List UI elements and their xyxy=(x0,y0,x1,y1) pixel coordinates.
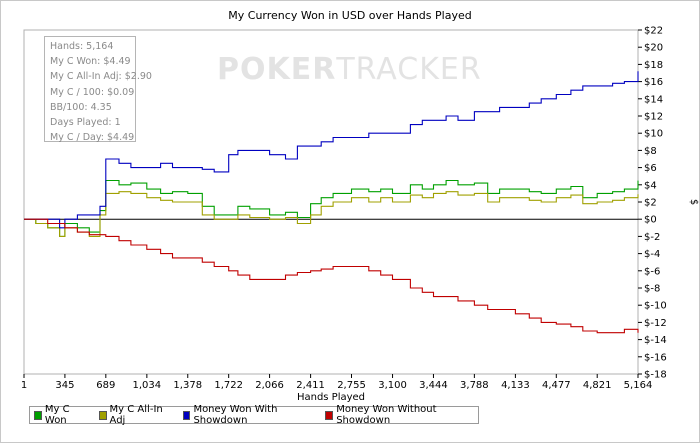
legend-label: Money Won Without Showdown xyxy=(336,404,437,426)
y-axis-label: $ xyxy=(688,199,699,205)
watermark-left: POKER xyxy=(217,52,337,87)
series-line-3 xyxy=(24,71,639,229)
series-line-4 xyxy=(24,218,639,334)
y-tick-label: $8 xyxy=(644,146,657,157)
y-tick-label: $18 xyxy=(644,60,663,71)
y-tick-label: $-12 xyxy=(644,318,667,329)
x-tick-label: 5,164 xyxy=(624,380,653,391)
y-tick-label: $16 xyxy=(644,77,663,88)
x-tick-label: 2,755 xyxy=(337,380,366,391)
x-tick-label: 1,722 xyxy=(214,380,243,391)
y-tick-label: $-18 xyxy=(644,370,667,381)
legend-item-my-c-won[interactable]: My C Won xyxy=(34,404,87,426)
x-tick-label: 3,100 xyxy=(378,380,407,391)
legend-swatch xyxy=(325,410,334,420)
y-tick-label: $22 xyxy=(644,26,663,37)
legend-item-with-showdown[interactable]: Money Won With Showdown xyxy=(182,404,314,426)
watermark-logo: POKERTRACKER xyxy=(217,52,482,87)
y-tick-label: $6 xyxy=(644,163,657,174)
x-axis-label: Hands Played xyxy=(297,392,365,403)
series-line-2 xyxy=(24,191,639,237)
stat-per-100: My C / 100: $0.09 xyxy=(50,86,135,98)
legend-swatch xyxy=(98,410,107,420)
y-tick-label: $12 xyxy=(644,112,663,123)
y-tick-label: $-10 xyxy=(644,301,667,312)
y-tick-label: $-14 xyxy=(644,335,667,346)
y-tick-label: $20 xyxy=(644,43,663,54)
x-tick-label: 689 xyxy=(96,380,115,391)
legend-swatch xyxy=(182,410,191,420)
x-tick-label: 3,444 xyxy=(419,380,448,391)
legend-label: My C All-In Adj xyxy=(109,404,163,426)
stat-hands: Hands: 5,164 xyxy=(50,41,114,52)
y-tick-label: $0 xyxy=(644,215,657,226)
legend-item-without-showdown[interactable]: Money Won Without Showdown xyxy=(325,404,470,426)
y-tick-label: $4 xyxy=(644,180,657,191)
legend-label: Money Won With Showdown xyxy=(193,404,278,426)
stat-won: My C Won: $4.49 xyxy=(50,56,131,68)
y-tick-label: $14 xyxy=(644,94,663,105)
chart-title: My Currency Won in USD over Hands Played xyxy=(228,9,472,22)
series-line-1 xyxy=(24,179,639,237)
y-tick-label: $-4 xyxy=(644,249,660,260)
stat-days-played: Days Played: 1 xyxy=(50,117,121,129)
stat-per-day: My C / Day: $4.49 xyxy=(50,132,135,144)
y-tick-label: $-6 xyxy=(644,266,660,277)
y-tick-label: $2 xyxy=(644,198,657,209)
x-tick-label: 4,821 xyxy=(583,380,612,391)
chart-legend: My C Won My C All-In Adj Money Won With … xyxy=(29,404,479,426)
x-tick-label: 4,477 xyxy=(542,380,571,391)
stats-box: Hands: 5,164 My C Won: $4.49 My C All-In… xyxy=(44,36,152,144)
x-tick-label: 3,788 xyxy=(460,380,489,391)
legend-item-allin-adj[interactable]: My C All-In Adj xyxy=(98,404,171,426)
x-tick-label: 1,034 xyxy=(133,380,162,391)
legend-label: My C Won xyxy=(44,404,70,426)
y-tick-label: $-2 xyxy=(644,232,660,243)
watermark-right: TRACKER xyxy=(336,52,482,87)
x-tick-label: 1,378 xyxy=(173,380,202,391)
y-tick-label: $10 xyxy=(644,129,663,140)
stat-allin-adj: My C All-In Adj: $2.90 xyxy=(50,71,152,83)
x-tick-label: 1 xyxy=(21,380,27,391)
x-tick-label: 345 xyxy=(55,380,74,391)
stat-bb100: BB/100: 4.35 xyxy=(50,101,112,113)
y-tick-label: $-16 xyxy=(644,352,667,363)
x-tick-label: 4,133 xyxy=(501,380,530,391)
legend-swatch xyxy=(34,410,42,420)
x-tick-label: 2,411 xyxy=(296,380,325,391)
x-tick-label: 2,066 xyxy=(255,380,284,391)
y-tick-label: $-8 xyxy=(644,284,660,295)
